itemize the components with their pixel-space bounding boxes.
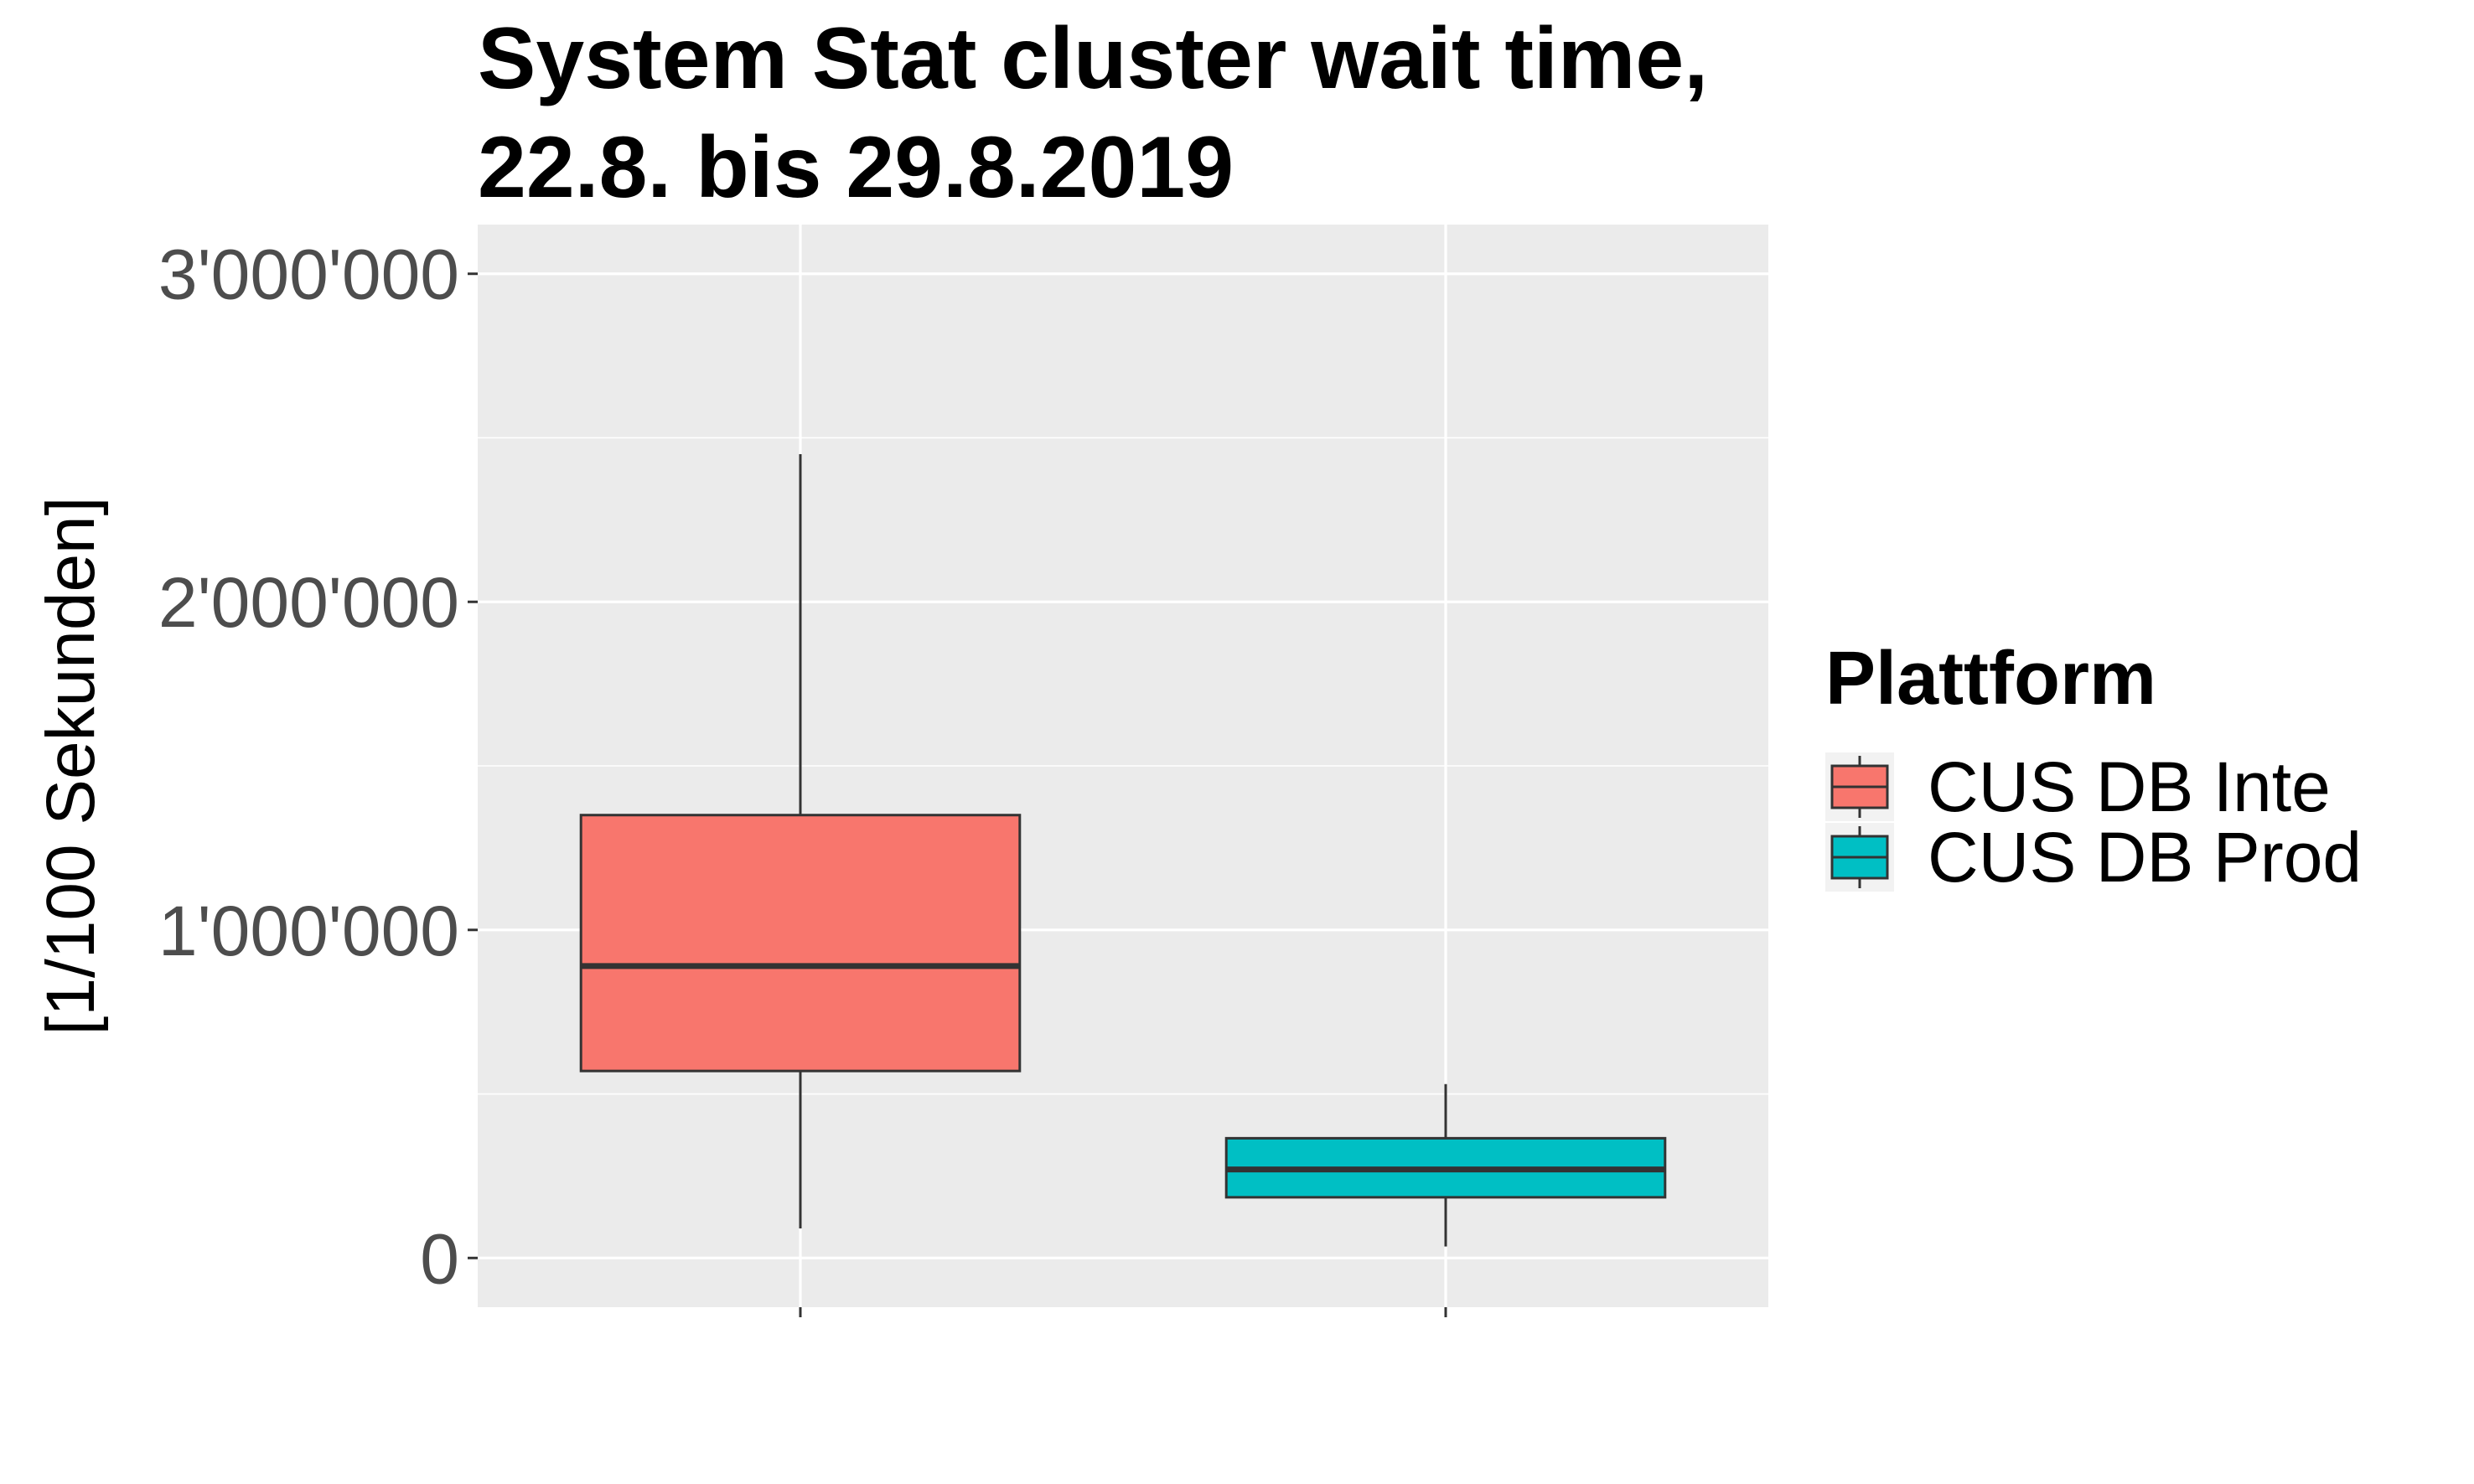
chart-title: System Stat cluster wait time,	[478, 10, 1708, 107]
legend-item-0: CUS DB Inte	[1825, 747, 2331, 826]
y-tick-label: 2'000'000	[158, 563, 459, 642]
legend-item-1: CUS DB Prod	[1825, 818, 2362, 897]
grid-lines	[478, 225, 1768, 1307]
legend-item-label: CUS DB Inte	[1928, 747, 2331, 826]
box-0	[579, 454, 1022, 1229]
y-tick-label: 1'000'000	[158, 892, 459, 970]
y-axis-label: [1/100 Sekunden]	[33, 497, 109, 1036]
y-tick-label: 3'000'000	[158, 235, 459, 314]
box-layer	[579, 454, 1667, 1247]
box-body	[579, 814, 1022, 1073]
y-axis: 0 1'000'000 2'000'000 3'000'000	[158, 235, 1447, 1317]
legend-item-label: CUS DB Prod	[1928, 818, 2362, 897]
legend-title: Plattform	[1825, 637, 2156, 721]
chart-subtitle: 22.8. bis 29.8.2019	[478, 119, 1234, 216]
box-1	[1224, 1083, 1667, 1247]
y-tick-label: 0	[420, 1219, 459, 1298]
